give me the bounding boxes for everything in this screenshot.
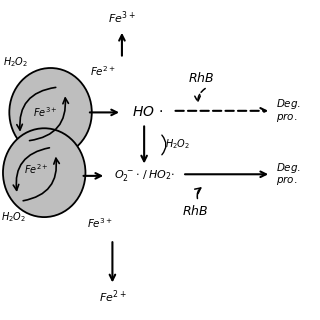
Text: $Deg.$: $Deg.$: [276, 161, 301, 175]
Text: $Deg.$: $Deg.$: [276, 98, 301, 111]
Ellipse shape: [9, 68, 92, 157]
Text: $RhB$: $RhB$: [188, 70, 214, 84]
Text: $H_2O_2$: $H_2O_2$: [165, 137, 190, 151]
Text: $Fe^{2+}$: $Fe^{2+}$: [90, 64, 116, 78]
Text: $pro.$: $pro.$: [276, 174, 297, 187]
Text: $Fe^{2+}$: $Fe^{2+}$: [24, 163, 49, 176]
Text: $Fe^{2+}$: $Fe^{2+}$: [99, 288, 126, 305]
Text: $HO\,\cdot$: $HO\,\cdot$: [132, 105, 163, 119]
Text: $H_2O_2$: $H_2O_2$: [3, 55, 28, 68]
Text: $Fe^{3+}$: $Fe^{3+}$: [108, 9, 136, 26]
Text: $Fe^{3+}$: $Fe^{3+}$: [87, 217, 113, 230]
Text: $H_2O_2$: $H_2O_2$: [1, 210, 27, 224]
Text: $Fe^{3+}$: $Fe^{3+}$: [34, 106, 58, 119]
Ellipse shape: [3, 128, 85, 217]
Text: $pro.$: $pro.$: [276, 111, 297, 124]
Text: $O_2^{\,-}\!\cdot\,/\,HO_2\!\cdot$: $O_2^{\,-}\!\cdot\,/\,HO_2\!\cdot$: [114, 168, 175, 183]
Text: $RhB$: $RhB$: [182, 204, 208, 218]
